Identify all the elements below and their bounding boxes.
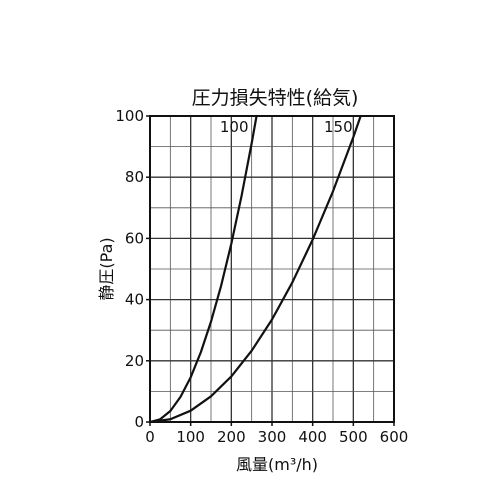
x-axis-title: 風量(m³/h) — [236, 455, 318, 474]
x-tick-label: 0 — [145, 428, 155, 446]
series-lines — [148, 114, 362, 424]
y-axis-title: 静圧(Pa) — [97, 237, 116, 300]
y-tick-label: 100 — [115, 107, 144, 125]
chart-title: 圧力損失特性(給気) — [192, 87, 359, 109]
y-tick-label: 80 — [125, 168, 144, 186]
x-tick-label: 200 — [217, 428, 246, 446]
series-line-150 — [148, 114, 362, 424]
y-tick-label: 40 — [125, 291, 144, 309]
y-tick-label: 0 — [134, 413, 144, 431]
series-label-150: 150 — [324, 118, 353, 136]
y-tick-label: 20 — [125, 352, 144, 370]
x-tick-label: 600 — [380, 428, 409, 446]
series-label-100: 100 — [220, 118, 249, 136]
x-tick-label: 300 — [258, 428, 287, 446]
series-line-100 — [148, 114, 258, 424]
labels: 0 20 40 60 80 100 0 100 200 300 400 500 600 圧力損失特性(給気… — [97, 87, 408, 474]
x-tick-label: 400 — [298, 428, 327, 446]
plot-frame — [146, 115, 395, 426]
x-tick-label: 100 — [176, 428, 205, 446]
x-tick-label: 500 — [339, 428, 368, 446]
y-tick-label: 60 — [125, 229, 144, 247]
